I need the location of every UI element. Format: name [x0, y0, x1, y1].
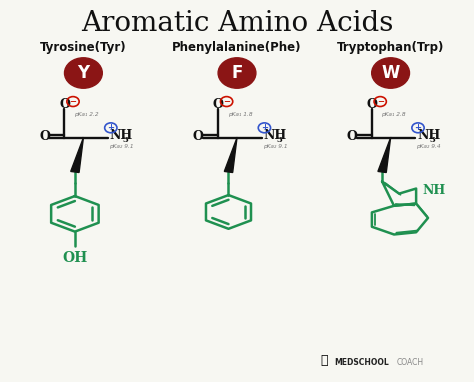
Text: O: O: [39, 130, 50, 143]
Circle shape: [372, 58, 410, 88]
Text: pKa₁ 1.8: pKa₁ 1.8: [228, 112, 252, 117]
Text: 3: 3: [430, 136, 436, 144]
Text: pKa₂ 9.4: pKa₂ 9.4: [416, 144, 441, 149]
Text: −: −: [70, 97, 76, 106]
Text: Y: Y: [77, 64, 90, 82]
Text: pKa₂ 9.1: pKa₂ 9.1: [109, 144, 134, 149]
Text: F: F: [231, 64, 243, 82]
Text: 3: 3: [123, 136, 128, 144]
Text: MEDSCHOOL: MEDSCHOOL: [334, 358, 389, 367]
Text: +: +: [414, 123, 421, 132]
Polygon shape: [378, 138, 391, 173]
Text: NH: NH: [110, 129, 133, 142]
Text: pKa₁ 2.2: pKa₁ 2.2: [74, 112, 99, 117]
Text: Tyrosine(Tyr): Tyrosine(Tyr): [40, 40, 127, 53]
Text: +: +: [107, 123, 114, 132]
Text: Phenylalanine(Phe): Phenylalanine(Phe): [172, 40, 302, 53]
Polygon shape: [224, 138, 237, 173]
Text: O: O: [193, 130, 204, 143]
Text: O: O: [213, 98, 224, 111]
Circle shape: [64, 58, 102, 88]
Text: pKa₂ 9.1: pKa₂ 9.1: [263, 144, 287, 149]
Text: Aromatic Amino Acids: Aromatic Amino Acids: [81, 10, 393, 37]
Text: 3: 3: [276, 136, 282, 144]
Text: −: −: [377, 97, 383, 106]
Text: O: O: [346, 130, 357, 143]
Circle shape: [218, 58, 256, 88]
Text: Tryptophan(Trp): Tryptophan(Trp): [337, 40, 444, 53]
Text: COACH: COACH: [397, 358, 424, 367]
Text: NH: NH: [264, 129, 287, 142]
Text: NH: NH: [423, 184, 446, 197]
Text: W: W: [382, 64, 400, 82]
Text: OH: OH: [62, 251, 88, 265]
Text: O: O: [366, 98, 377, 111]
Text: +: +: [261, 123, 268, 132]
Text: −: −: [223, 97, 230, 106]
Text: NH: NH: [417, 129, 440, 142]
Text: pKa₁ 2.8: pKa₁ 2.8: [381, 112, 406, 117]
Polygon shape: [71, 138, 83, 173]
Text: O: O: [59, 98, 70, 111]
Text: 🎓: 🎓: [321, 354, 328, 367]
